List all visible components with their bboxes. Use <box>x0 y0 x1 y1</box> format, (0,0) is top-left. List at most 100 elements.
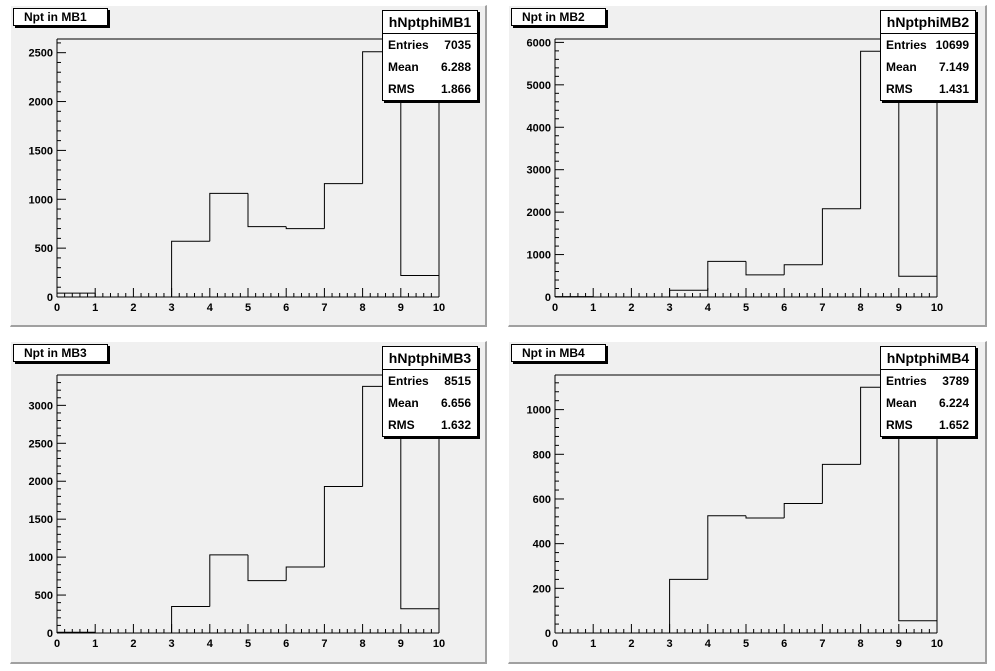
y-tick-label-2: 1000 <box>29 552 53 564</box>
x-tick-label-6: 6 <box>283 302 289 314</box>
x-tick-label-4: 4 <box>705 638 712 650</box>
y-tick-label-4: 4000 <box>527 122 551 134</box>
histogram-bin-4 <box>669 289 708 297</box>
histogram-bin-8 <box>323 183 363 229</box>
stats-rms-row: RMS 1.632 <box>383 414 477 436</box>
x-tick-label-6: 6 <box>781 302 787 314</box>
y-tick-label-2: 400 <box>533 539 551 551</box>
x-tick-label-1: 1 <box>92 302 98 314</box>
pad-title: Npt in MB2 <box>511 8 606 26</box>
histogram-bin-6 <box>247 193 287 228</box>
y-tick-label-0: 0 <box>47 628 53 640</box>
y-tick-label-0: 0 <box>545 292 551 304</box>
histogram-bin-7 <box>783 502 823 518</box>
stats-histogram-name: hNptphiMB1 <box>383 11 477 34</box>
x-tick-label-1: 1 <box>590 302 596 314</box>
x-tick-label-5: 5 <box>743 302 749 314</box>
y-tick-label-6: 6000 <box>527 37 551 49</box>
stats-histogram-name: hNptphiMB2 <box>881 11 975 34</box>
x-tick-label-7: 7 <box>321 638 327 650</box>
y-tick-label-0: 0 <box>545 628 551 640</box>
stats-rms-value: 1.632 <box>440 418 471 432</box>
x-tick-label-2: 2 <box>130 638 136 650</box>
x-tick-label-3: 3 <box>667 302 673 314</box>
stats-rms-row: RMS 1.431 <box>881 78 975 100</box>
x-tick-label-4: 4 <box>207 638 214 650</box>
x-tick-label-10: 10 <box>931 302 943 314</box>
y-tick-label-4: 800 <box>533 449 551 461</box>
stats-entries-value: 3789 <box>942 374 969 388</box>
histogram-bin-5 <box>707 515 746 580</box>
y-tick-label-2: 1000 <box>29 194 53 206</box>
histogram-pad-2: 0 1 2 3 4 5 6 7 8 9 10 0 1000 2000 3000 4000 5000 6000 Npt… <box>508 5 987 327</box>
stats-entries-row: Entries 8515 <box>383 370 477 392</box>
x-tick-label-5: 5 <box>743 638 749 650</box>
x-tick-label-9: 9 <box>896 302 902 314</box>
stats-mean-label: Mean <box>886 60 917 74</box>
histogram-bin-4 <box>171 605 210 633</box>
stats-entries-label: Entries <box>388 374 429 388</box>
pad-title: Npt in MB3 <box>13 344 108 362</box>
stats-mean-value: 6.288 <box>440 60 471 74</box>
histogram-bin-6 <box>745 261 785 276</box>
histogram-bin-8 <box>323 486 363 567</box>
x-tick-label-6: 6 <box>781 638 787 650</box>
y-tick-label-1: 500 <box>35 243 53 255</box>
y-tick-label-3: 1500 <box>29 145 53 157</box>
x-tick-label-1: 1 <box>92 638 98 650</box>
stats-box: hNptphiMB1 Entries 7035 Mean 6.288 RMS 1.866 <box>382 10 478 101</box>
stats-entries-row: Entries 3789 <box>881 370 975 392</box>
y-tick-label-4: 2000 <box>29 476 53 488</box>
histogram-plot-1: 0 1 2 3 4 5 6 7 8 9 10 0 500 1000 1500 2000 2500 <box>29 38 445 314</box>
histogram-bin-5 <box>209 554 248 607</box>
x-tick-label-7: 7 <box>819 638 825 650</box>
x-tick-label-3: 3 <box>169 302 175 314</box>
stats-rms-value: 1.431 <box>938 82 969 96</box>
x-tick-label-6: 6 <box>283 638 289 650</box>
stats-rms-label: RMS <box>886 418 913 432</box>
stats-mean-row: Mean 7.149 <box>881 56 975 78</box>
histogram-pad-1: 0 1 2 3 4 5 6 7 8 9 10 0 500 1000 1500 2000 2500 Npt in M… <box>10 5 487 327</box>
stats-rms-label: RMS <box>388 82 415 96</box>
y-tick-label-5: 5000 <box>527 80 551 92</box>
x-tick-label-0: 0 <box>552 302 558 314</box>
histogram-bin-7 <box>285 566 325 581</box>
stats-entries-label: Entries <box>886 38 927 52</box>
stats-histogram-name: hNptphiMB4 <box>881 347 975 370</box>
x-tick-label-10: 10 <box>433 302 445 314</box>
histogram-bin-10 <box>400 51 439 276</box>
stats-box: hNptphiMB2 Entries 10699 Mean 7.149 RMS 1.431 <box>880 10 976 101</box>
x-tick-label-5: 5 <box>245 638 251 650</box>
x-tick-label-9: 9 <box>398 302 404 314</box>
stats-mean-row: Mean 6.224 <box>881 392 975 414</box>
x-tick-label-3: 3 <box>667 638 673 650</box>
stats-mean-value: 6.656 <box>440 396 471 410</box>
stats-rms-row: RMS 1.866 <box>383 78 477 100</box>
stats-box: hNptphiMB3 Entries 8515 Mean 6.656 RMS 1.632 <box>382 346 478 437</box>
histogram-bin-10 <box>898 51 937 277</box>
histogram-bin-6 <box>745 515 785 519</box>
y-tick-label-1: 200 <box>533 583 551 595</box>
stats-mean-label: Mean <box>886 396 917 410</box>
histogram-bin-5 <box>209 192 248 242</box>
stats-mean-label: Mean <box>388 396 419 410</box>
x-tick-label-0: 0 <box>54 638 60 650</box>
x-tick-label-10: 10 <box>433 638 445 650</box>
stats-mean-row: Mean 6.288 <box>383 56 477 78</box>
stats-mean-row: Mean 6.656 <box>383 392 477 414</box>
stats-entries-row: Entries 7035 <box>383 34 477 56</box>
x-tick-label-8: 8 <box>360 638 366 650</box>
histogram-bin-6 <box>247 554 287 582</box>
y-tick-label-5: 2500 <box>29 48 53 60</box>
stats-histogram-name: hNptphiMB3 <box>383 347 477 370</box>
stats-entries-value: 7035 <box>444 38 471 52</box>
histogram-bin-5 <box>707 260 746 291</box>
stats-box: hNptphiMB4 Entries 3789 Mean 6.224 RMS 1.652 <box>880 346 976 437</box>
x-tick-label-9: 9 <box>896 638 902 650</box>
x-tick-label-8: 8 <box>858 638 864 650</box>
stats-mean-value: 7.149 <box>938 60 969 74</box>
histogram-pad-4: 0 1 2 3 4 5 6 7 8 9 10 0 200 400 600 800 1000 Npt in MB4 h… <box>508 341 987 664</box>
y-tick-label-2: 2000 <box>527 207 551 219</box>
stats-mean-label: Mean <box>388 60 419 74</box>
